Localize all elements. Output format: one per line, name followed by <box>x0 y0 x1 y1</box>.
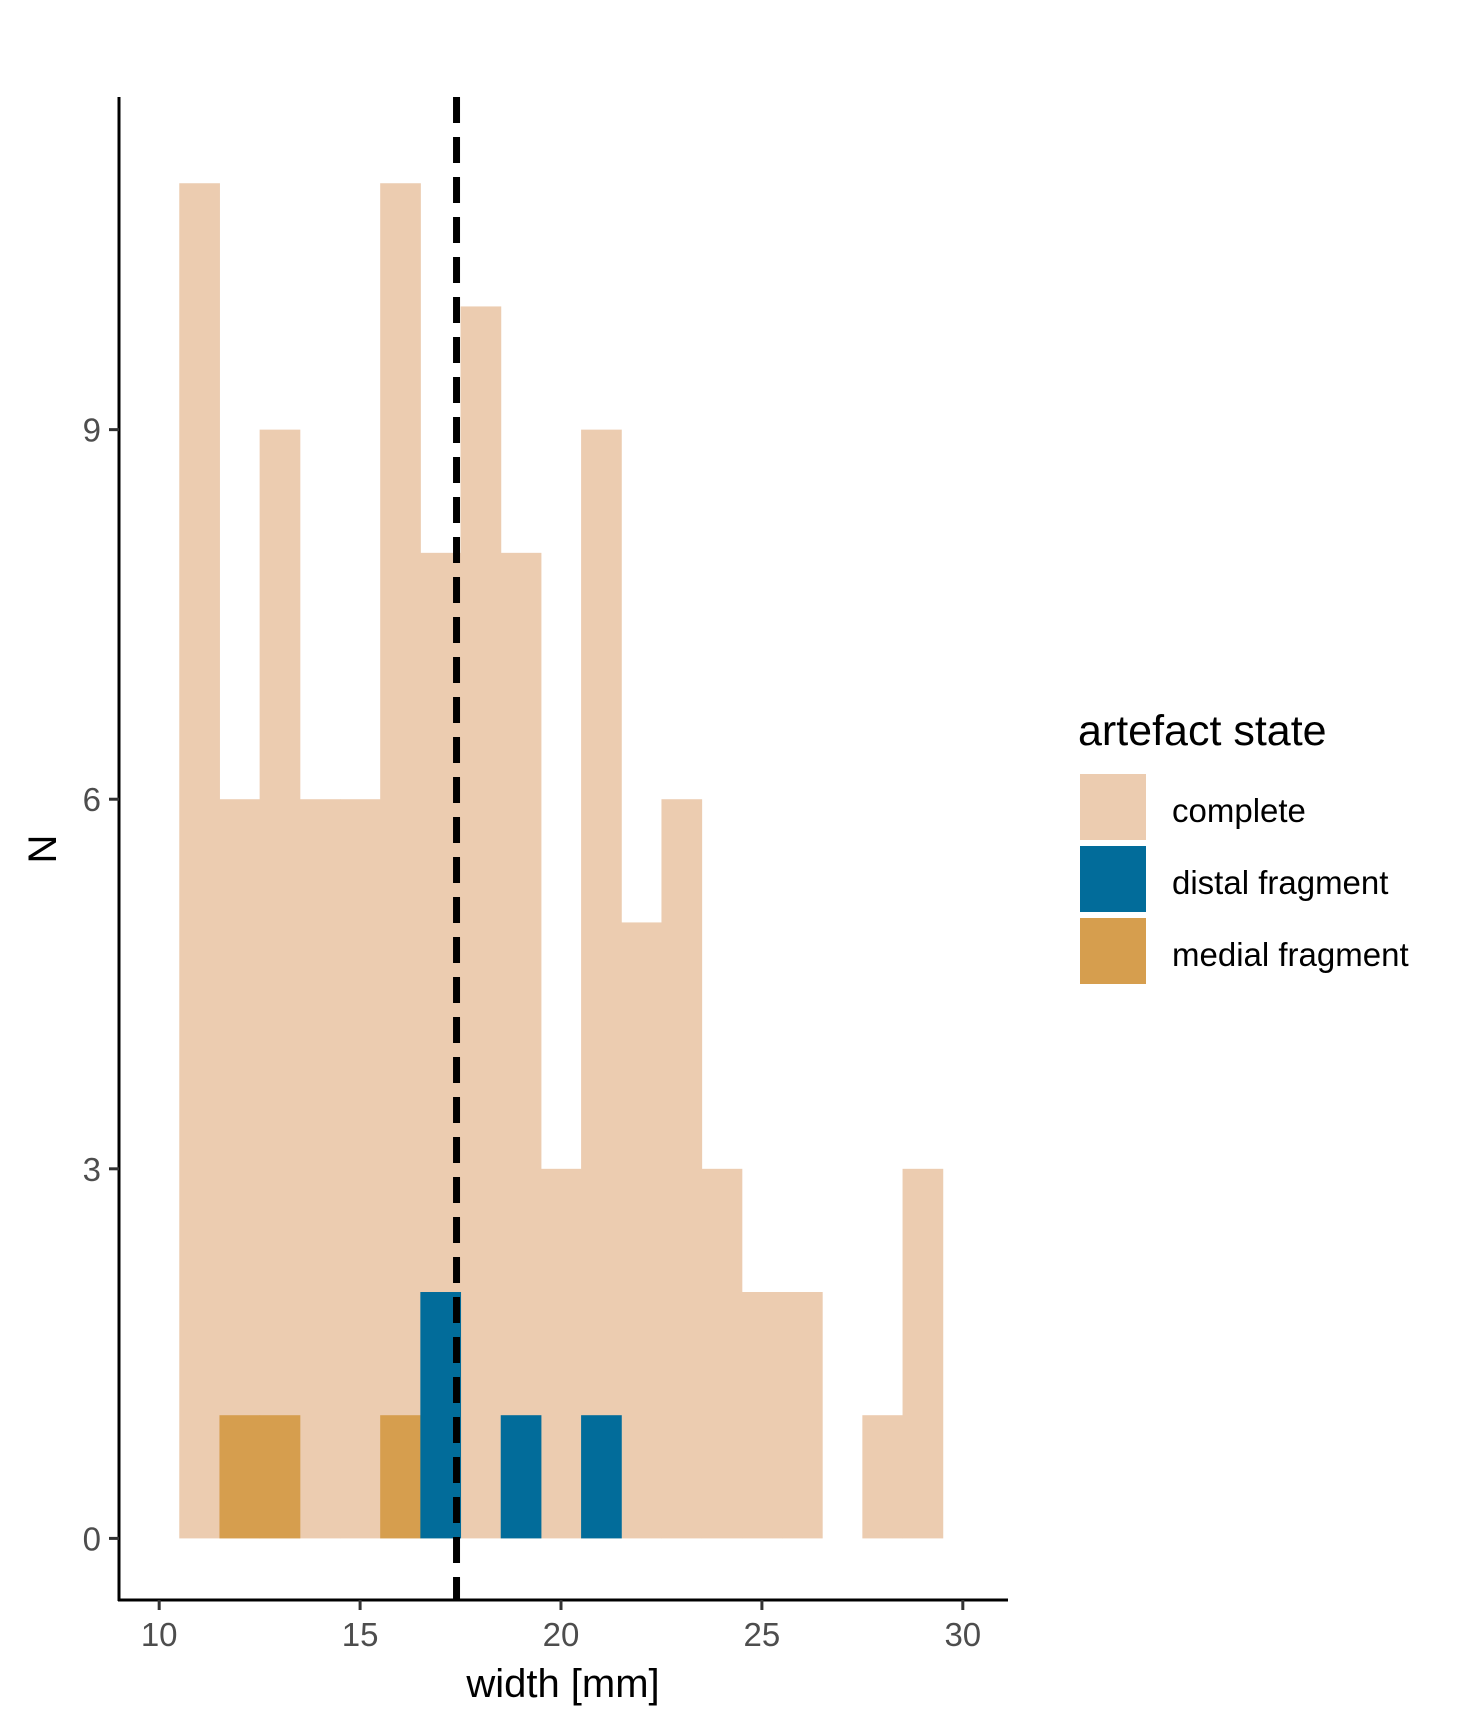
legend-label-distal-fragment: distal fragment <box>1172 864 1388 901</box>
legend-swatch-complete <box>1080 774 1146 840</box>
legend: artefact state complete distal fragment … <box>1078 707 1409 984</box>
y-tick-label-6: 6 <box>83 781 101 818</box>
y-ticks: 0 3 6 9 <box>83 412 119 1557</box>
bar-complete-28 <box>862 1415 904 1539</box>
legend-item-distal-fragment: distal fragment <box>1080 846 1388 912</box>
legend-label-complete: complete <box>1172 792 1306 829</box>
bar-complete-23 <box>661 799 703 1539</box>
bars-layer <box>179 183 944 1539</box>
bar-distal-fragment-21 <box>581 1415 622 1539</box>
bar-complete-14 <box>299 799 341 1539</box>
legend-item-medial-fragment: medial fragment <box>1080 918 1409 984</box>
bar-medial-fragment-16 <box>380 1415 421 1539</box>
y-axis-title: N <box>21 835 65 864</box>
legend-item-complete: complete <box>1080 774 1306 840</box>
bar-complete-18 <box>460 306 502 1539</box>
bar-complete-26 <box>782 1292 823 1539</box>
bar-complete-21 <box>581 429 622 1539</box>
bar-complete-16 <box>380 183 421 1539</box>
bar-medial-fragment-13 <box>259 1415 301 1539</box>
bar-complete-11 <box>179 183 220 1539</box>
bar-complete-29 <box>902 1168 944 1539</box>
y-tick-label-0: 0 <box>83 1520 101 1557</box>
y-tick-label-3: 3 <box>83 1151 101 1188</box>
x-tick-label-25: 25 <box>744 1616 781 1653</box>
x-ticks: 10 15 20 25 30 <box>141 1600 981 1653</box>
legend-label-medial-fragment: medial fragment <box>1172 936 1409 973</box>
y-tick-label-9: 9 <box>83 412 101 449</box>
x-tick-label-30: 30 <box>944 1616 981 1653</box>
x-tick-label-10: 10 <box>141 1616 178 1653</box>
bar-complete-19 <box>500 552 542 1539</box>
bar-complete-24 <box>701 1168 743 1539</box>
bar-distal-fragment-19 <box>500 1415 542 1539</box>
bar-complete-15 <box>340 799 381 1539</box>
bar-complete-13 <box>259 429 301 1539</box>
x-tick-label-20: 20 <box>543 1616 580 1653</box>
bar-complete-25 <box>741 1292 783 1539</box>
legend-swatch-distal-fragment <box>1080 846 1146 912</box>
legend-swatch-medial-fragment <box>1080 918 1146 984</box>
legend-title: artefact state <box>1078 707 1327 755</box>
bar-complete-20 <box>540 1168 582 1539</box>
x-axis-title: width [mm] <box>465 1662 659 1706</box>
bar-medial-fragment-12 <box>219 1415 261 1539</box>
bar-complete-22 <box>621 922 662 1539</box>
x-tick-label-15: 15 <box>342 1616 379 1653</box>
